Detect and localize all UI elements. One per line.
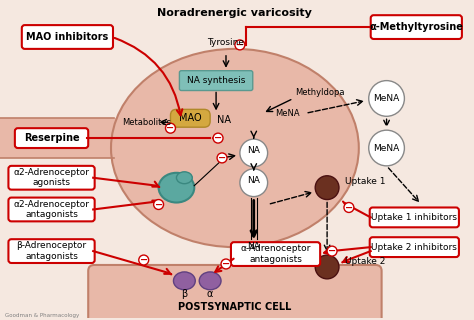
Circle shape bbox=[240, 139, 268, 167]
Text: MAO: MAO bbox=[179, 113, 201, 123]
Text: −: − bbox=[218, 153, 226, 163]
Circle shape bbox=[344, 203, 354, 212]
Circle shape bbox=[217, 153, 227, 163]
Text: Uptake 1: Uptake 1 bbox=[345, 177, 385, 186]
Text: α-Adrenoceptor
antagonists: α-Adrenoceptor antagonists bbox=[240, 244, 311, 264]
Text: −: − bbox=[236, 40, 244, 50]
Text: MeNA: MeNA bbox=[374, 94, 400, 103]
FancyBboxPatch shape bbox=[15, 128, 88, 148]
Circle shape bbox=[165, 123, 175, 133]
FancyBboxPatch shape bbox=[88, 265, 382, 320]
Text: α2-Adrenoceptor
antagonists: α2-Adrenoceptor antagonists bbox=[14, 200, 90, 219]
Text: β-Adrenoceptor
antagonists: β-Adrenoceptor antagonists bbox=[17, 241, 87, 261]
Text: Goodman & Pharmacology: Goodman & Pharmacology bbox=[5, 313, 79, 318]
FancyBboxPatch shape bbox=[171, 109, 210, 127]
FancyBboxPatch shape bbox=[9, 239, 95, 263]
Text: −: − bbox=[214, 133, 222, 143]
Text: MeNA: MeNA bbox=[374, 143, 400, 153]
Text: POSTSYNAPTIC CELL: POSTSYNAPTIC CELL bbox=[178, 302, 292, 312]
Text: Noradrenergic varicosity: Noradrenergic varicosity bbox=[157, 8, 312, 18]
Text: MeNA: MeNA bbox=[275, 109, 300, 118]
Ellipse shape bbox=[159, 173, 194, 203]
FancyBboxPatch shape bbox=[371, 15, 462, 39]
Ellipse shape bbox=[111, 49, 359, 247]
Circle shape bbox=[139, 255, 149, 265]
Text: α-Methyltyrosine: α-Methyltyrosine bbox=[369, 22, 463, 32]
Text: −: − bbox=[155, 199, 163, 210]
Text: Uptake 2: Uptake 2 bbox=[345, 257, 385, 266]
Text: Methyldopa: Methyldopa bbox=[295, 88, 345, 97]
FancyBboxPatch shape bbox=[231, 242, 320, 266]
FancyBboxPatch shape bbox=[22, 25, 113, 49]
Circle shape bbox=[213, 133, 223, 143]
Circle shape bbox=[221, 259, 231, 269]
Ellipse shape bbox=[173, 272, 195, 290]
Text: −: − bbox=[222, 259, 230, 269]
Text: Reserpine: Reserpine bbox=[24, 133, 79, 143]
FancyBboxPatch shape bbox=[9, 166, 95, 190]
Text: Uptake 2 inhibitors: Uptake 2 inhibitors bbox=[372, 243, 457, 252]
Text: Uptake 1 inhibitors: Uptake 1 inhibitors bbox=[371, 213, 457, 222]
Text: −: − bbox=[345, 203, 353, 212]
Circle shape bbox=[327, 246, 337, 256]
Text: NA: NA bbox=[247, 242, 260, 251]
Text: Metabolites: Metabolites bbox=[122, 118, 171, 127]
Ellipse shape bbox=[199, 272, 221, 290]
Circle shape bbox=[369, 81, 404, 116]
FancyBboxPatch shape bbox=[179, 71, 253, 91]
Text: NA: NA bbox=[247, 147, 260, 156]
Text: α: α bbox=[207, 289, 213, 299]
Text: NA: NA bbox=[217, 115, 231, 125]
FancyBboxPatch shape bbox=[9, 197, 95, 221]
Circle shape bbox=[240, 169, 268, 196]
Circle shape bbox=[315, 255, 339, 279]
Circle shape bbox=[315, 176, 339, 200]
Ellipse shape bbox=[176, 172, 192, 184]
Text: −: − bbox=[140, 255, 148, 265]
Text: Tyrosine: Tyrosine bbox=[208, 38, 245, 47]
Text: MAO inhibitors: MAO inhibitors bbox=[26, 32, 109, 42]
FancyBboxPatch shape bbox=[370, 207, 459, 227]
Circle shape bbox=[235, 40, 245, 50]
Text: NA: NA bbox=[247, 176, 260, 185]
Text: NA synthesis: NA synthesis bbox=[187, 76, 245, 85]
FancyBboxPatch shape bbox=[0, 118, 119, 158]
Text: β: β bbox=[181, 289, 188, 299]
Circle shape bbox=[369, 130, 404, 166]
Text: −: − bbox=[166, 123, 174, 133]
Text: −: − bbox=[328, 246, 336, 256]
FancyBboxPatch shape bbox=[370, 237, 459, 257]
Text: α2-Adrenoceptor
agonists: α2-Adrenoceptor agonists bbox=[14, 168, 90, 188]
Circle shape bbox=[154, 200, 164, 210]
